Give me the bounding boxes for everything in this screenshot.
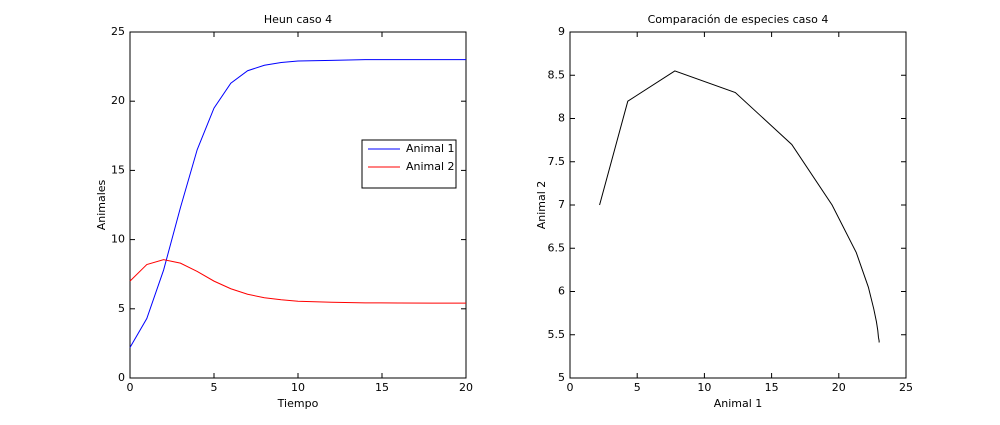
y-tick-label: 9	[558, 25, 565, 38]
y-tick-label: 10	[111, 233, 125, 246]
y-tick-label: 6	[558, 285, 565, 298]
y-axis-label: Animales	[95, 179, 108, 230]
y-tick-label: 5	[118, 302, 125, 315]
x-tick-label: 15	[375, 381, 389, 394]
chart: Heun caso 4 Tiempo Animales 0 5 10 15 20 0 5 10 15 2…	[95, 13, 473, 410]
chart-title: Comparación de especies caso 4	[648, 13, 829, 26]
y-axis-label: Animal 2	[535, 181, 548, 230]
plot-area	[569, 31, 907, 379]
x-tick-label: 0	[127, 381, 134, 394]
y-tick-label: 25	[111, 25, 125, 38]
y-tick-label: 15	[111, 163, 125, 176]
data-line	[129, 59, 466, 348]
x-tick-label: 15	[765, 381, 779, 394]
x-tick-label: 20	[832, 381, 846, 394]
x-axis-label: Animal 1	[714, 397, 763, 410]
y-tick-label: 20	[111, 94, 125, 107]
legend	[361, 139, 457, 189]
x-tick-label: 5	[211, 381, 218, 394]
legend-label: Animal 2	[406, 160, 455, 173]
x-axis-label: Tiempo	[277, 397, 319, 410]
legend-label: Animal 1	[406, 142, 455, 155]
x-tick-label: 20	[459, 381, 473, 394]
x-tick-label: 10	[697, 381, 711, 394]
y-tick-label: 8.5	[548, 68, 566, 81]
y-tick-label: 7	[558, 198, 565, 211]
x-tick-label: 10	[291, 381, 305, 394]
y-tick-label: 7.5	[548, 155, 566, 168]
chart: Comparación de especies caso 4 Animal 1 An…	[535, 13, 913, 410]
y-tick-label: 0	[118, 371, 125, 384]
data-line	[129, 259, 466, 304]
chart-title: Heun caso 4	[264, 13, 332, 26]
y-tick-label: 8	[558, 112, 565, 125]
x-tick-label: 25	[899, 381, 913, 394]
y-tick-label: 5	[558, 371, 565, 384]
x-tick-label: 5	[634, 381, 641, 394]
plot-area	[129, 31, 467, 379]
x-tick-label: 0	[567, 381, 574, 394]
y-tick-label: 6.5	[548, 241, 566, 254]
y-tick-label: 5.5	[548, 328, 566, 341]
data-line	[599, 70, 880, 343]
